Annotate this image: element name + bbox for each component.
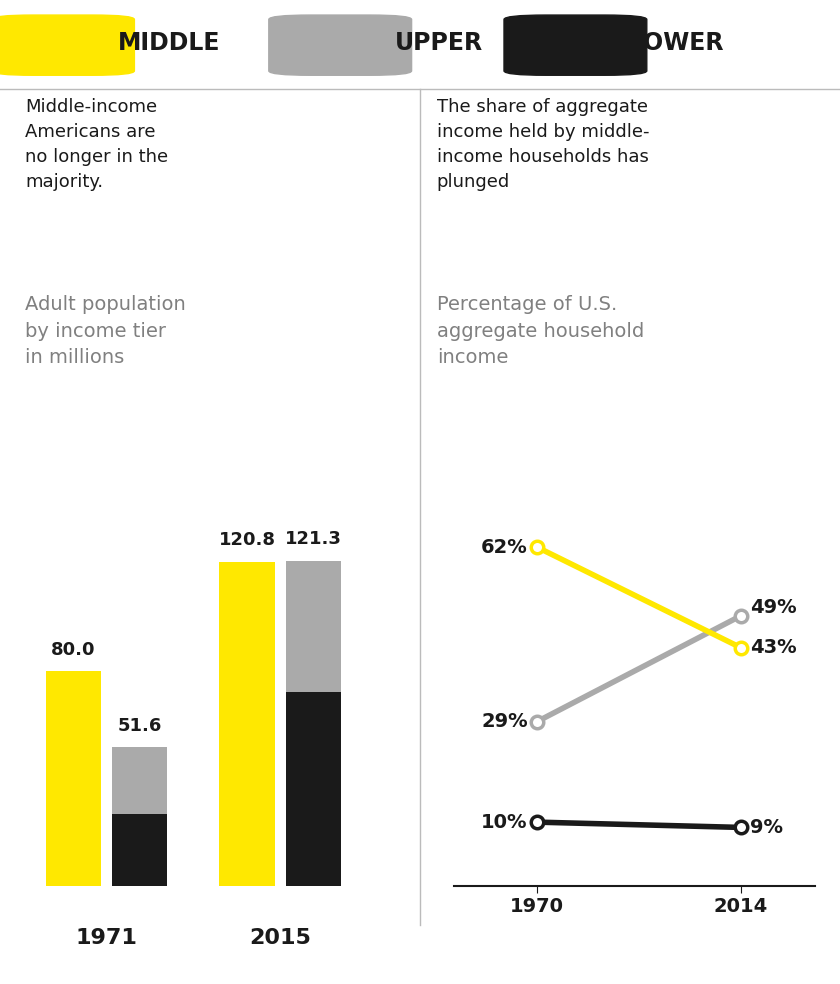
FancyBboxPatch shape	[0, 15, 134, 75]
Bar	[219, 562, 275, 886]
Bar	[112, 815, 167, 886]
Text: Adult population
by income tier
in millions: Adult population by income tier in milli…	[25, 295, 186, 367]
Text: 62%: 62%	[481, 537, 528, 557]
Text: 121.3: 121.3	[285, 529, 342, 548]
Bar	[45, 671, 101, 886]
Text: The share of aggregate
income held by middle-
income households has
plunged: The share of aggregate income held by mi…	[437, 98, 649, 192]
FancyBboxPatch shape	[269, 15, 412, 75]
FancyBboxPatch shape	[504, 15, 647, 75]
Text: MIDDLE: MIDDLE	[118, 31, 220, 54]
Text: 10%: 10%	[481, 813, 528, 831]
Text: Percentage of U.S.
aggregate household
income: Percentage of U.S. aggregate household i…	[437, 295, 644, 367]
Text: LOWER: LOWER	[630, 31, 724, 54]
Text: 51.6: 51.6	[118, 716, 162, 735]
Text: UPPER: UPPER	[395, 31, 483, 54]
Text: 49%: 49%	[750, 598, 796, 617]
Text: 43%: 43%	[750, 638, 796, 657]
Text: 120.8: 120.8	[218, 531, 276, 549]
Text: 29%: 29%	[481, 712, 528, 731]
Bar	[286, 561, 341, 692]
Bar	[286, 692, 341, 886]
Text: Middle-income
Americans are
no longer in the
majority.: Middle-income Americans are no longer in…	[25, 98, 168, 192]
Text: 80.0: 80.0	[51, 641, 96, 658]
Text: 9%: 9%	[750, 818, 783, 837]
Bar	[112, 747, 167, 815]
Text: 1971: 1971	[76, 928, 138, 948]
Text: 2015: 2015	[249, 928, 311, 948]
